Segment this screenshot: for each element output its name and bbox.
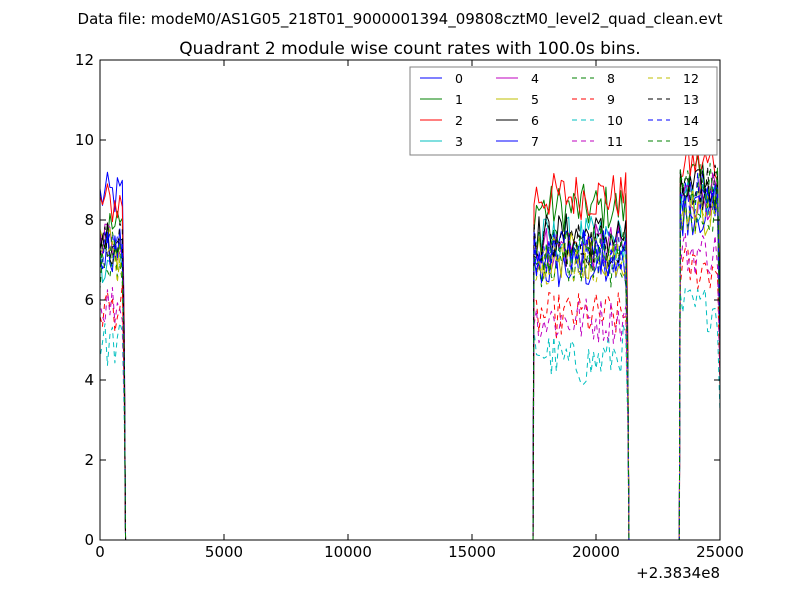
x-tick-label: 20000 <box>572 543 620 561</box>
legend-label: 7 <box>531 134 539 149</box>
legend-label: 5 <box>531 92 539 107</box>
x-tick-label: 0 <box>95 543 105 561</box>
y-tick-label: 10 <box>75 131 94 149</box>
series-line-15 <box>100 162 720 540</box>
x-tick-label: 15000 <box>448 543 496 561</box>
legend-label: 1 <box>455 92 463 107</box>
series-line-14 <box>100 172 720 540</box>
y-tick-label: 2 <box>84 451 94 469</box>
series-line-10 <box>100 287 720 540</box>
x-offset-label: +2.3834e8 <box>636 564 720 582</box>
legend-label: 10 <box>607 113 623 128</box>
legend-label: 11 <box>607 134 623 149</box>
legend-label: 3 <box>455 134 463 149</box>
x-tick-label: 5000 <box>205 543 243 561</box>
y-tick-label: 4 <box>84 371 94 389</box>
x-tick-label: 25000 <box>696 543 744 561</box>
legend-label: 12 <box>683 71 699 86</box>
series-layer <box>100 140 720 540</box>
series-line-8 <box>100 198 720 540</box>
legend-label: 9 <box>607 92 615 107</box>
x-tick-label: 10000 <box>324 543 372 561</box>
legend-box <box>409 66 718 156</box>
y-tick-label: 0 <box>84 531 94 549</box>
y-tick-label: 12 <box>75 51 94 69</box>
legend-label: 8 <box>607 71 615 86</box>
chart-title: Quadrant 2 module wise count rates with … <box>179 39 640 59</box>
y-tick-label: 8 <box>84 211 94 229</box>
figure-suptitle: Data file: modeM0/AS1G05_218T01_90000013… <box>78 10 723 29</box>
legend-label: 13 <box>683 92 699 107</box>
series-line-9 <box>100 247 720 540</box>
legend-label: 15 <box>683 134 699 149</box>
legend-label: 14 <box>683 113 699 128</box>
y-tick-label: 6 <box>84 291 94 309</box>
legend-label: 4 <box>531 71 539 86</box>
legend-label: 2 <box>455 113 463 128</box>
legend-label: 0 <box>455 71 463 86</box>
legend-label: 6 <box>531 113 539 128</box>
